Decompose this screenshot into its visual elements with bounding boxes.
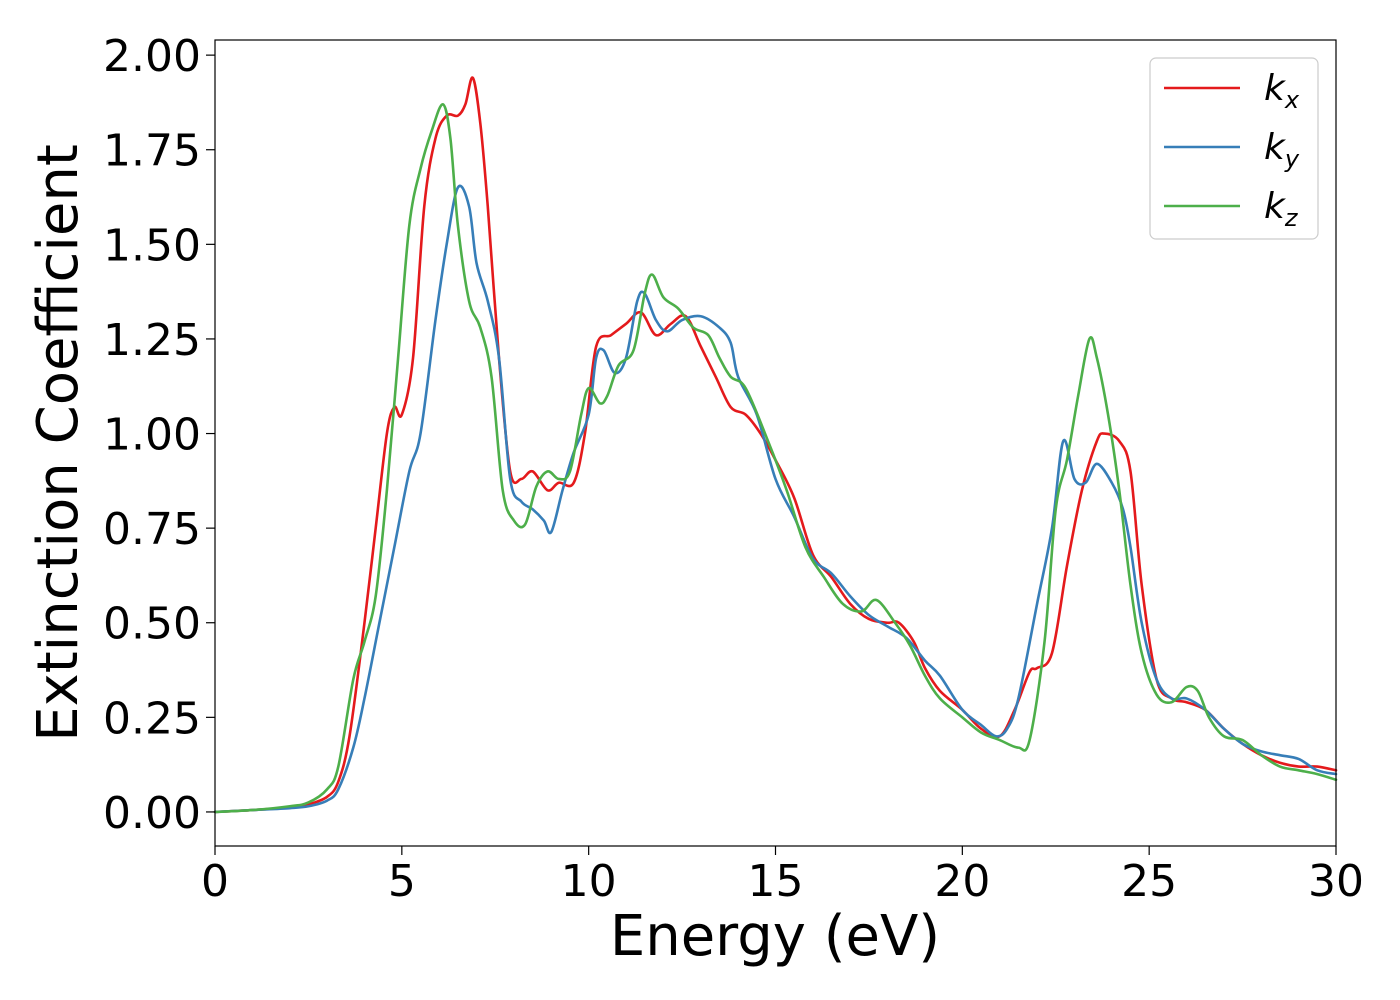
legend-label-kx: kx — [1264, 68, 1300, 114]
y-axis: 0.00 0.25 0.50 0.75 1.00 1.25 1.50 1.75 2.00 — [103, 31, 215, 839]
series-line-k-z — [213, 103, 1338, 814]
legend-label-ky: ky — [1264, 127, 1300, 173]
y-tick-label: 2.00 — [103, 31, 201, 82]
y-tick-label: 1.00 — [103, 410, 201, 461]
x-tick-label: 25 — [1121, 856, 1177, 907]
x-axis-title: Energy (eV) — [610, 904, 940, 969]
series-line-k-y — [213, 184, 1338, 814]
y-tick-label: 1.50 — [103, 220, 201, 271]
x-tick-label: 20 — [934, 856, 990, 907]
x-tick-label: 10 — [561, 856, 617, 907]
y-tick-label: 1.25 — [103, 315, 201, 366]
y-tick-label: 1.75 — [103, 126, 201, 177]
y-tick-label: 0.50 — [103, 599, 201, 650]
legend-box — [1149, 57, 1319, 240]
legend-label-kz: kz — [1264, 186, 1299, 232]
x-tick-label: 5 — [388, 856, 416, 907]
series-layer — [213, 76, 1338, 814]
y-tick-label: 0.25 — [103, 693, 201, 744]
y-axis-title: Extinction Coefficient — [26, 144, 91, 742]
legend: kx ky kz — [1149, 57, 1319, 240]
x-tick-label: 30 — [1308, 856, 1364, 907]
y-tick-label: 0.00 — [103, 788, 201, 839]
x-tick-label: 15 — [748, 856, 804, 907]
x-axis: 0 5 10 15 20 25 30 — [201, 846, 1364, 907]
x-tick-label: 0 — [201, 856, 229, 907]
y-tick-label: 0.75 — [103, 504, 201, 555]
series-line-k-x — [213, 76, 1338, 814]
